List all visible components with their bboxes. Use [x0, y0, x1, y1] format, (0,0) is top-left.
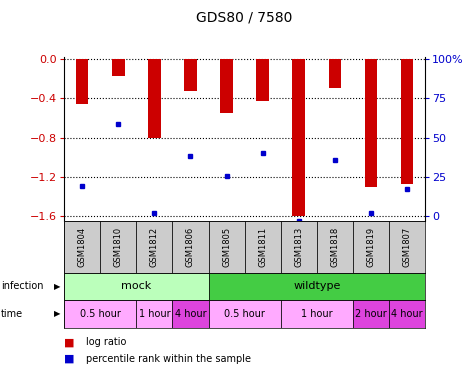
- Bar: [293, 59, 305, 217]
- Bar: [184, 59, 197, 91]
- Bar: [76, 59, 88, 104]
- Bar: [64, 300, 136, 328]
- Bar: [245, 221, 281, 273]
- Text: 2 hour: 2 hour: [355, 309, 387, 319]
- Text: percentile rank within the sample: percentile rank within the sample: [86, 354, 250, 364]
- Text: GDS80 / 7580: GDS80 / 7580: [197, 11, 293, 25]
- Bar: [172, 300, 209, 328]
- Text: wildtype: wildtype: [293, 281, 341, 291]
- Bar: [353, 221, 389, 273]
- Text: 0.5 hour: 0.5 hour: [80, 309, 121, 319]
- Bar: [136, 300, 172, 328]
- Bar: [64, 273, 209, 300]
- Bar: [148, 59, 161, 138]
- Text: GSM1818: GSM1818: [331, 227, 339, 267]
- Bar: [317, 221, 353, 273]
- Bar: [136, 221, 172, 273]
- Text: time: time: [1, 309, 23, 319]
- Bar: [112, 59, 124, 76]
- Text: ▶: ▶: [54, 309, 61, 318]
- Text: GSM1804: GSM1804: [78, 227, 86, 267]
- Bar: [389, 221, 425, 273]
- Bar: [389, 300, 425, 328]
- Bar: [281, 300, 353, 328]
- Bar: [209, 221, 245, 273]
- Text: 0.5 hour: 0.5 hour: [224, 309, 265, 319]
- Text: GSM1812: GSM1812: [150, 227, 159, 267]
- Bar: [220, 59, 233, 113]
- Bar: [172, 221, 209, 273]
- Bar: [64, 221, 100, 273]
- Bar: [209, 273, 425, 300]
- Text: 4 hour: 4 hour: [391, 309, 423, 319]
- Bar: [100, 221, 136, 273]
- Bar: [365, 59, 377, 187]
- Text: 1 hour: 1 hour: [139, 309, 170, 319]
- Text: 4 hour: 4 hour: [175, 309, 206, 319]
- Text: GSM1810: GSM1810: [114, 227, 123, 267]
- Bar: [209, 300, 281, 328]
- Text: GSM1807: GSM1807: [403, 227, 411, 267]
- Bar: [281, 221, 317, 273]
- Text: infection: infection: [1, 281, 43, 291]
- Text: GSM1819: GSM1819: [367, 227, 375, 267]
- Text: ■: ■: [64, 337, 75, 347]
- Text: log ratio: log ratio: [86, 337, 126, 347]
- Bar: [329, 59, 341, 88]
- Text: 1 hour: 1 hour: [301, 309, 332, 319]
- Bar: [256, 59, 269, 101]
- Text: GSM1806: GSM1806: [186, 227, 195, 267]
- Text: GSM1811: GSM1811: [258, 227, 267, 267]
- Text: ▶: ▶: [54, 282, 61, 291]
- Text: GSM1813: GSM1813: [294, 227, 303, 267]
- Text: ■: ■: [64, 354, 75, 364]
- Bar: [401, 59, 413, 184]
- Text: GSM1805: GSM1805: [222, 227, 231, 267]
- Bar: [353, 300, 389, 328]
- Text: mock: mock: [121, 281, 152, 291]
